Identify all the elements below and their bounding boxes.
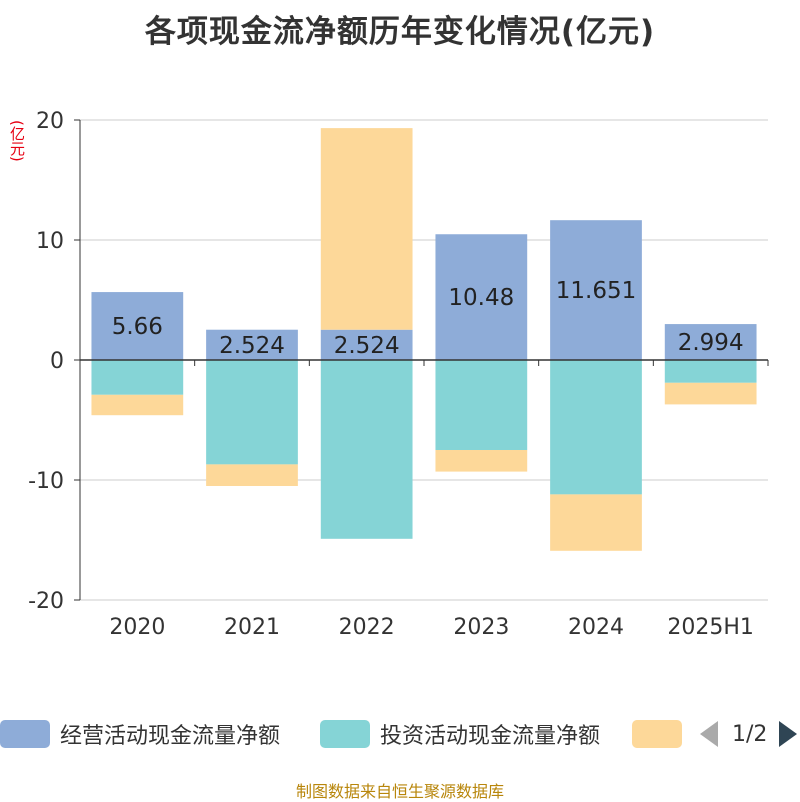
x-tick-label: 2020 [109,615,165,640]
bar-2025H1-series-1 [664,360,757,383]
bar-2023-series-2 [435,450,528,472]
bar-chart: -20 -10 0 10 20 5.66 2.524 2.524 10.48 11.651 2.99… [28,109,769,640]
data-label-2023: 10.48 [448,285,514,311]
legend-pager: 1/2 [700,718,798,750]
bar-2025H1-series-0 [664,324,757,360]
data-label-2021: 2.524 [219,333,285,359]
data-label-2022: 2.524 [334,333,400,359]
bar-2022-series-1 [320,360,413,539]
bar-2020-series-2 [91,394,184,416]
bar-2022-series-2 [320,128,413,330]
legend-next-page-icon[interactable] [779,721,798,747]
legend-swatch-financing [632,720,682,748]
data-source: 制图数据来自恒生聚源数据库 [295,782,504,801]
bar-2023-series-0 [435,234,528,360]
x-tick-label: 2025H1 [667,615,754,640]
chart-title: 各项现金流净额历年变化情况(亿元) [144,14,656,50]
legend-item-financing[interactable] [632,718,692,750]
legend: 经营活动现金流量净额 投资活动现金流量净额 [0,718,800,750]
data-label-2024: 11.651 [556,278,636,304]
bar-2024-series-2 [550,494,642,551]
bar-2022-series-0 [320,329,413,360]
legend-page-indicator: 1/2 [732,721,768,747]
legend-swatch-operating [0,720,50,748]
legend-label-investing: 投资活动现金流量净额 [380,724,601,749]
x-tick-label: 2024 [568,615,624,640]
bar-2021-series-0 [206,329,298,360]
y-tick-label: -10 [28,469,64,494]
y-tick-label: 10 [36,229,64,254]
legend-prev-page-icon[interactable] [700,721,718,747]
bar-2023-series-1 [435,360,528,450]
bar-2020-series-0 [91,292,184,360]
y-tick-label: 20 [36,109,64,134]
bar-2021-series-2 [206,464,298,486]
bar-2024-series-0 [550,220,642,360]
y-axis-unit: (亿元) [8,120,26,162]
bar-2021-series-1 [206,360,298,465]
bar-2020-series-1 [91,360,184,395]
legend-item-operating[interactable]: 经营活动现金流量净额 [0,718,280,750]
bar-2024-series-1 [550,360,642,495]
y-tick-label: 0 [50,349,64,374]
y-tick-label: -20 [28,589,64,614]
bar-2025H1-series-2 [664,382,757,405]
legend-label-operating: 经营活动现金流量净额 [60,724,281,749]
x-tick-label: 2023 [453,615,509,640]
x-tick-label: 2022 [339,615,395,640]
legend-swatch-investing [320,720,370,748]
x-tick-label: 2021 [224,615,280,640]
data-label-2025H1: 2.994 [678,330,744,356]
data-label-2020: 5.66 [112,314,163,340]
legend-item-investing[interactable]: 投资活动现金流量净额 [320,718,600,750]
